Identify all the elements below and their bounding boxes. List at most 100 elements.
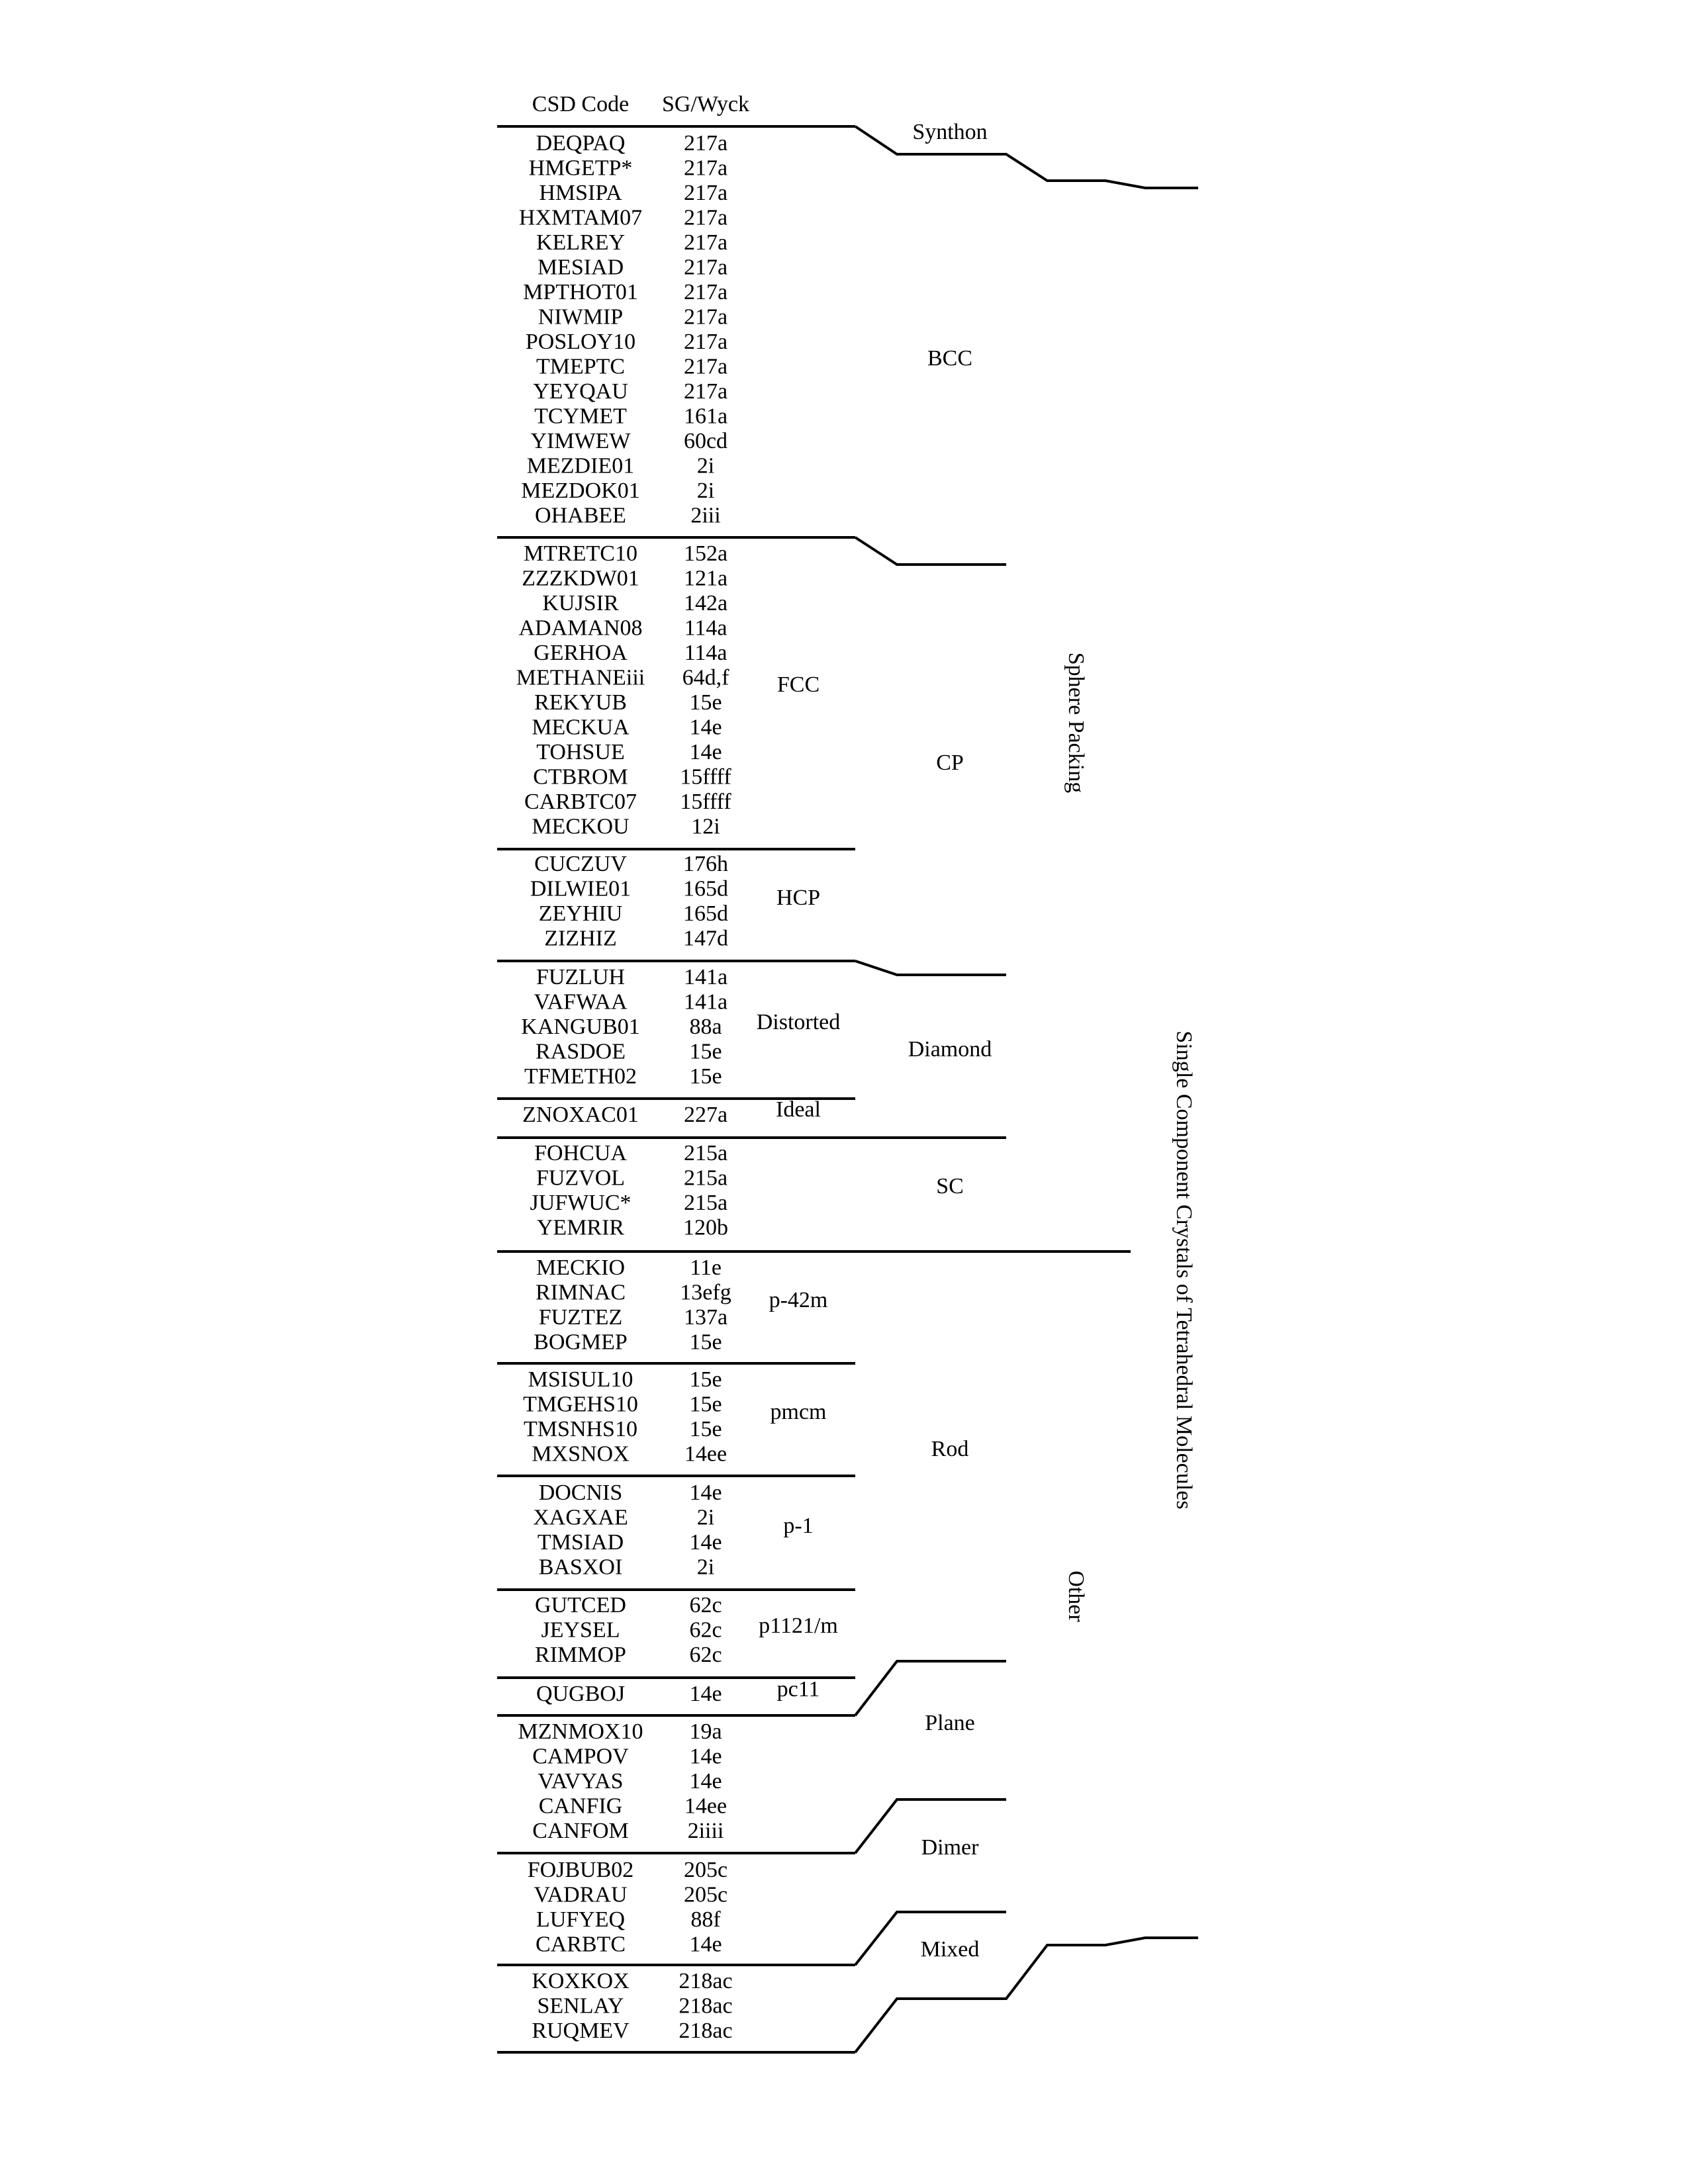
row-sg-wyck: 142a: [684, 591, 727, 615]
row-sg-wyck: 14e: [689, 1530, 722, 1555]
row-csd-code: VAFWAA: [534, 990, 628, 1015]
row-csd-code: CANFIG: [539, 1794, 623, 1819]
row-sg-wyck: 114a: [684, 616, 727, 641]
row-sg-wyck: 217a: [684, 330, 727, 354]
row-csd-code: ZNOXAC01: [522, 1103, 639, 1127]
row-sg-wyck: 147d: [683, 927, 728, 951]
label-ideal: Ideal: [776, 1097, 821, 1122]
row-sg-wyck: 15ffff: [680, 765, 731, 790]
row-sg-wyck: 165d: [683, 901, 728, 926]
row-sg-wyck: 217a: [684, 255, 727, 280]
row-sg-wyck: 14e: [689, 715, 722, 740]
row-csd-code: CANFOM: [532, 1819, 628, 1843]
row-csd-code: POSLOY10: [526, 330, 635, 354]
row-sg-wyck: 19a: [689, 1719, 722, 1744]
label-sc: SC: [936, 1174, 964, 1199]
connector-plane: [854, 1660, 1006, 1717]
row-sg-wyck: 12i: [691, 815, 720, 839]
row-csd-code: MXSNOX: [532, 1442, 629, 1467]
row-sg-wyck: 141a: [684, 965, 727, 989]
row-sg-wyck: 2i: [697, 1555, 714, 1580]
row-csd-code: CARBTC07: [524, 790, 637, 814]
row-csd-code: RIMNAC: [536, 1281, 626, 1305]
row-csd-code: YEMRIR: [537, 1216, 625, 1240]
row-csd-code: VADRAU: [534, 1883, 627, 1907]
row-csd-code: MEZDOK01: [521, 478, 639, 503]
row-sg-wyck: 215a: [684, 1191, 727, 1215]
label-fcc: FCC: [777, 672, 820, 697]
label-plane: Plane: [925, 1711, 975, 1735]
row-sg-wyck: 161a: [684, 404, 727, 429]
row-sg-wyck: 217a: [684, 280, 727, 304]
row-csd-code: TOHSUE: [536, 740, 625, 764]
row-csd-code: DEQPAQ: [536, 131, 626, 156]
label-p1121m: p1121/m: [759, 1614, 838, 1638]
class-labels: Synthon BCC CP Diamond SC Rod Plane Dime…: [908, 120, 992, 1962]
row-sg-wyck: 64d,f: [682, 666, 730, 690]
row-sg-wyck: 15e: [689, 1330, 722, 1355]
label-rod: Rod: [931, 1437, 969, 1461]
row-sg-wyck: 14ee: [684, 1442, 727, 1467]
row-csd-code: TMSIAD: [538, 1530, 624, 1555]
label-hcp: HCP: [776, 886, 820, 910]
hierarchy-connectors: [854, 125, 1198, 2054]
crystal-rows: DEQPAQ 217a HMGETP* 217a HMSIPA 217a HXMTAM07 2…: [516, 131, 733, 2043]
label-single-component: Single Component Crystals of Tetrahedral…: [1172, 1030, 1196, 1509]
label-cp: CP: [936, 751, 964, 775]
row-csd-code: DOCNIS: [539, 1480, 623, 1505]
row-csd-code: TMEPTC: [536, 355, 625, 379]
row-sg-wyck: 205c: [684, 1858, 727, 1882]
row-csd-code: MECKOU: [532, 815, 629, 839]
row-sg-wyck: 15ffff: [680, 790, 731, 814]
row-sg-wyck: 218ac: [679, 1969, 732, 1993]
row-sg-wyck: 2iiii: [688, 1819, 724, 1843]
row-sg-wyck: 215a: [684, 1141, 727, 1165]
row-sg-wyck: 215a: [684, 1166, 727, 1191]
subgroup-labels: FCC HCP Distorted Ideal p-42m pmcm p-1 p…: [757, 672, 841, 1702]
row-csd-code: MESIAD: [538, 255, 624, 280]
row-sg-wyck: 15e: [689, 1064, 722, 1089]
row-sg-wyck: 62c: [689, 1593, 722, 1617]
row-sg-wyck: 137a: [684, 1305, 727, 1330]
connector-mixed: [854, 1911, 1006, 1966]
row-sg-wyck: 14e: [689, 1933, 722, 1957]
row-sg-wyck: 205c: [684, 1883, 727, 1907]
row-csd-code: TCYMET: [534, 404, 627, 429]
row-csd-code: MTRETC10: [524, 541, 637, 566]
row-csd-code: NIWMIP: [538, 305, 623, 330]
row-csd-code: DILWIE01: [530, 877, 631, 901]
row-csd-code: CTBROM: [533, 765, 628, 790]
row-sg-wyck: 14e: [689, 1745, 722, 1769]
row-csd-code: MPTHOT01: [523, 280, 638, 304]
row-sg-wyck: 15e: [689, 1392, 722, 1417]
label-p1: p-1: [783, 1514, 813, 1538]
label-sphere-packing: Sphere Packing: [1064, 653, 1088, 793]
row-csd-code: JEYSEL: [541, 1618, 620, 1643]
row-sg-wyck: 218ac: [679, 2019, 732, 2043]
row-csd-code: HXMTAM07: [519, 206, 642, 230]
row-sg-wyck: 15e: [689, 690, 722, 715]
row-csd-code: KELREY: [536, 230, 625, 255]
row-csd-code: KANGUB01: [521, 1015, 639, 1039]
row-csd-code: QUGBOJ: [536, 1682, 625, 1706]
row-sg-wyck: 2i: [697, 1506, 714, 1530]
row-sg-wyck: 11e: [690, 1255, 722, 1280]
label-distorted: Distorted: [757, 1010, 841, 1034]
label-p42m: p-42m: [769, 1288, 828, 1312]
connector-dimer: [854, 1798, 1006, 1854]
row-sg-wyck: 227a: [684, 1103, 727, 1127]
row-sg-wyck: 121a: [684, 567, 727, 591]
connector-synthon: [854, 125, 1198, 189]
row-csd-code: GUTCED: [535, 1593, 626, 1617]
row-sg-wyck: 14e: [689, 1682, 722, 1706]
row-sg-wyck: 217a: [684, 181, 727, 205]
row-csd-code: TMGEHS10: [523, 1392, 638, 1417]
connector-diamond: [855, 960, 1006, 976]
row-sg-wyck: 15e: [689, 1417, 722, 1441]
label-mixed: Mixed: [921, 1937, 980, 1962]
row-csd-code: ADAMAN08: [519, 616, 643, 641]
connector-sphere-fcc: [854, 536, 1006, 566]
row-sg-wyck: 2i: [697, 454, 714, 478]
row-csd-code: FOJBUB02: [528, 1858, 634, 1882]
